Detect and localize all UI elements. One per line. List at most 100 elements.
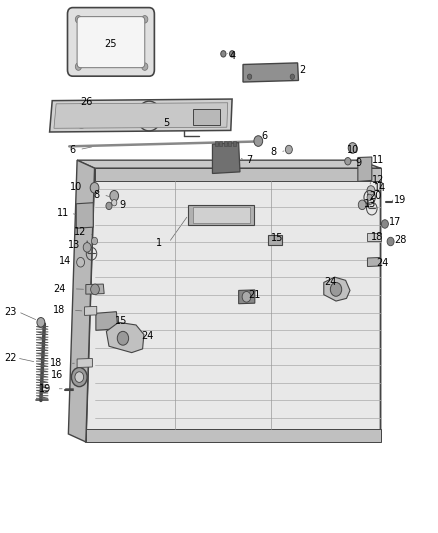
Text: 6: 6 — [262, 131, 268, 141]
Circle shape — [75, 15, 81, 23]
Text: 13: 13 — [364, 199, 377, 209]
Polygon shape — [96, 312, 118, 330]
Polygon shape — [367, 257, 381, 266]
Polygon shape — [188, 205, 254, 225]
FancyBboxPatch shape — [67, 7, 154, 76]
Circle shape — [221, 51, 226, 57]
Polygon shape — [86, 284, 104, 294]
Text: 24: 24 — [376, 258, 389, 268]
Text: 23: 23 — [4, 306, 17, 317]
Text: 8: 8 — [94, 190, 100, 200]
Circle shape — [75, 63, 81, 70]
Polygon shape — [95, 168, 381, 181]
Text: 21: 21 — [249, 289, 261, 300]
Text: 10: 10 — [70, 182, 82, 192]
Text: 22: 22 — [4, 353, 17, 363]
Polygon shape — [49, 99, 232, 132]
Text: 11: 11 — [372, 155, 385, 165]
Polygon shape — [367, 233, 381, 241]
Text: 20: 20 — [369, 191, 381, 201]
Circle shape — [286, 146, 292, 154]
Text: 18: 18 — [53, 305, 65, 315]
Circle shape — [348, 143, 357, 154]
Text: 19: 19 — [394, 195, 406, 205]
Circle shape — [83, 243, 91, 252]
Text: 14: 14 — [374, 183, 387, 193]
Circle shape — [254, 136, 263, 147]
Circle shape — [345, 158, 351, 165]
Text: 24: 24 — [141, 330, 154, 341]
Circle shape — [367, 194, 372, 200]
Circle shape — [72, 104, 91, 128]
Text: 10: 10 — [347, 144, 359, 155]
Bar — [228, 141, 231, 146]
Text: 16: 16 — [51, 370, 63, 381]
Polygon shape — [86, 429, 381, 442]
Text: 4: 4 — [230, 51, 236, 61]
Text: 13: 13 — [68, 240, 81, 250]
Circle shape — [367, 185, 375, 195]
Text: 25: 25 — [105, 39, 117, 49]
Bar — [215, 141, 218, 146]
Text: 5: 5 — [163, 118, 170, 128]
Circle shape — [381, 220, 389, 228]
Polygon shape — [239, 290, 255, 304]
Circle shape — [142, 63, 148, 70]
Bar — [224, 141, 227, 146]
Polygon shape — [106, 322, 144, 353]
Polygon shape — [324, 277, 350, 301]
Text: 12: 12 — [372, 175, 385, 185]
Text: 28: 28 — [395, 236, 407, 246]
Bar — [219, 141, 223, 146]
Text: 19: 19 — [39, 384, 51, 394]
Circle shape — [358, 200, 366, 209]
Circle shape — [106, 202, 112, 209]
Circle shape — [242, 292, 251, 302]
Text: 18: 18 — [50, 358, 62, 368]
Circle shape — [233, 208, 244, 221]
Text: 14: 14 — [59, 256, 71, 266]
Circle shape — [117, 332, 129, 345]
Text: 15: 15 — [115, 316, 127, 326]
Text: 12: 12 — [74, 227, 86, 237]
Polygon shape — [77, 359, 92, 368]
Text: 26: 26 — [81, 96, 93, 107]
Text: 24: 24 — [53, 284, 65, 294]
Text: 9: 9 — [120, 200, 126, 210]
Polygon shape — [85, 306, 97, 316]
Text: 2: 2 — [299, 65, 305, 75]
Circle shape — [110, 190, 119, 201]
Text: 18: 18 — [371, 232, 383, 243]
Circle shape — [387, 237, 394, 246]
Circle shape — [142, 15, 148, 23]
Bar — [193, 109, 220, 125]
Circle shape — [37, 318, 45, 327]
Circle shape — [71, 368, 87, 386]
Text: 24: 24 — [325, 278, 337, 287]
Polygon shape — [68, 160, 95, 442]
Circle shape — [90, 182, 99, 193]
Circle shape — [230, 51, 235, 57]
Circle shape — [92, 237, 98, 245]
Polygon shape — [193, 207, 251, 223]
Text: 17: 17 — [389, 217, 402, 228]
Polygon shape — [54, 103, 228, 128]
Polygon shape — [77, 160, 381, 168]
Text: 8: 8 — [271, 147, 277, 157]
Circle shape — [141, 107, 157, 126]
Circle shape — [91, 284, 99, 295]
Text: 9: 9 — [356, 158, 362, 168]
Circle shape — [247, 74, 252, 79]
Polygon shape — [76, 203, 93, 228]
Circle shape — [76, 110, 87, 123]
Polygon shape — [358, 157, 372, 181]
Polygon shape — [212, 143, 240, 173]
Circle shape — [330, 282, 342, 296]
Bar — [233, 141, 236, 146]
Text: 7: 7 — [246, 155, 252, 165]
Text: 15: 15 — [271, 233, 283, 244]
Text: 11: 11 — [57, 208, 69, 219]
Polygon shape — [268, 235, 283, 245]
Circle shape — [290, 74, 294, 79]
Circle shape — [77, 257, 85, 267]
